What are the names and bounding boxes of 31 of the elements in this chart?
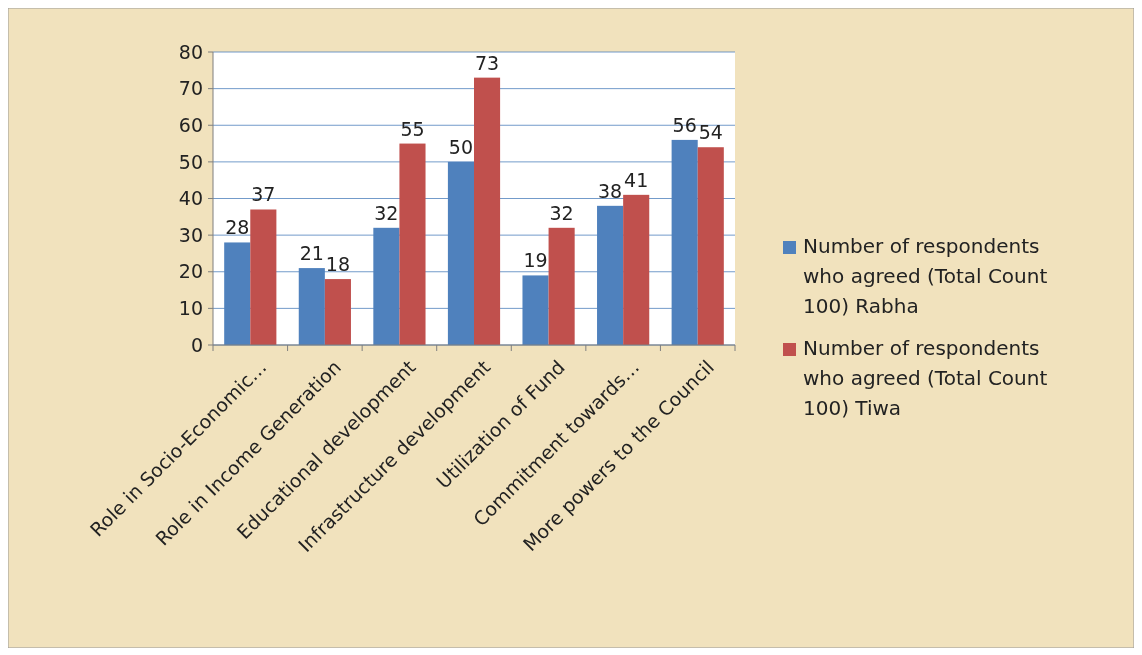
y-tick-label: 20 (178, 260, 203, 283)
data-label: 32 (374, 201, 399, 224)
data-label: 18 (325, 253, 350, 276)
y-tick-label: 80 (178, 40, 203, 63)
data-label: 73 (474, 51, 500, 74)
data-label: 32 (549, 201, 574, 224)
bar (697, 147, 724, 345)
y-tick-label: 0 (190, 333, 203, 356)
bar (548, 227, 575, 345)
legend-label: Number of respondents who agreed (Total Count 100) Rabha (803, 234, 1048, 318)
bar (623, 194, 650, 345)
y-tick-label: 30 (178, 223, 203, 246)
bar (250, 209, 277, 345)
data-label: 28 (225, 216, 250, 239)
data-label: 54 (698, 121, 723, 144)
bar (399, 143, 426, 345)
data-label: 55 (400, 117, 425, 140)
bar (474, 77, 501, 345)
bar (324, 279, 351, 345)
data-label: 21 (299, 242, 324, 265)
data-label: 41 (624, 168, 649, 191)
data-label: 50 (448, 135, 474, 158)
data-label: 56 (672, 113, 697, 136)
y-tick-label: 50 (178, 150, 203, 173)
y-tick-label: 40 (178, 187, 203, 210)
y-tick-label: 10 (178, 297, 203, 320)
data-label: 19 (523, 249, 548, 272)
data-label: 38 (598, 179, 623, 202)
legend-label: Number of respondents who agreed (Total Count 100) Tiwa (803, 336, 1048, 420)
y-tick-label: 70 (178, 77, 203, 100)
y-tick-label: 60 (178, 113, 203, 136)
